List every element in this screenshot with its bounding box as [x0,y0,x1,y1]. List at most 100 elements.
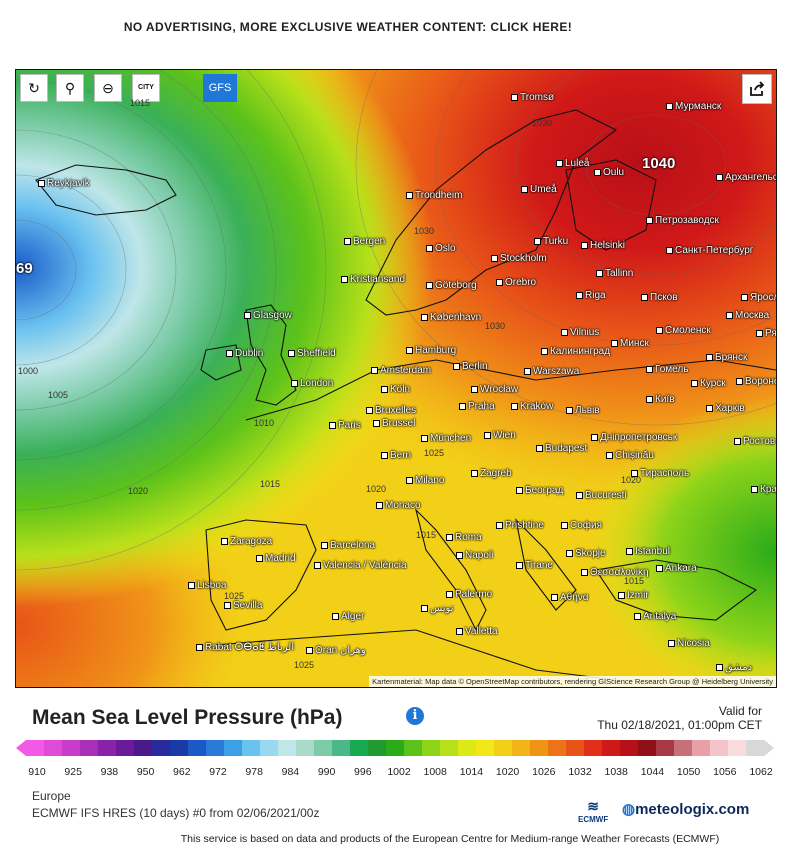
city-marker-icon [521,185,528,193]
city-name: Wien [493,430,516,441]
city-label: Харків [706,403,745,414]
city-marker-icon [634,612,641,620]
city-label: Orebro [496,277,536,288]
city-name: Αθήνα [560,592,589,603]
scale-swatch [710,740,729,756]
scale-swatch [332,740,351,756]
city-name: Zaragoza [230,536,273,547]
city-name: Oulu [603,167,625,178]
city-label: Tromsø [511,92,554,103]
city-label: Monaco [376,500,421,511]
scale-tick-label: 962 [173,766,191,778]
scale-tick-label: 1026 [532,766,556,778]
city-marker-icon [341,275,348,283]
city-name: Рязань [765,328,777,339]
city-name: Dublin [235,348,264,359]
city-name: Napoli [465,550,494,561]
zoom-out-button[interactable]: ⊖ [94,74,122,102]
zoom-out-icon: ⊖ [102,79,114,96]
city-marker-icon [421,604,428,612]
city-label: Ростов [734,436,775,447]
city-name: Гомель [655,364,689,375]
city-name: Göteborg [435,280,477,291]
city-marker-icon [366,406,373,414]
scale-tick-label: 1020 [495,766,520,778]
city-marker-icon [406,476,413,484]
info-icon[interactable]: i [406,707,424,725]
model-gfs-button[interactable]: GFS [203,74,237,102]
refresh-button[interactable]: ↻ [20,74,48,102]
city-name: Istanbul [635,546,671,557]
isobar-label: 1005 [48,390,69,400]
city-marker-icon [706,353,713,361]
city-label: Kraków [511,401,553,412]
city-name: Петрозаводск [655,215,719,226]
ecmwf-logo-mark: ≋ [587,798,599,814]
city-label: Göteborg [426,280,477,291]
scale-swatch [152,740,171,756]
city-name: Tromsø [520,92,555,103]
city-name: Helsinki [590,240,626,251]
city-label: Warszawa [524,366,579,377]
city-name: Sevilla [233,600,263,611]
scale-swatch [746,740,765,756]
city-name: Vilnius [570,327,600,338]
scale-tick-label: 972 [209,766,227,778]
city-label: Barcelona [321,540,375,551]
city-label: تونس [421,603,453,614]
city-label: Ankara [656,563,697,574]
city-marker-icon [344,237,351,245]
low-pressure-label: 69 [16,260,33,277]
scale-tick-label: 938 [100,766,119,778]
city-marker-icon [306,646,313,654]
refresh-icon: ↻ [28,79,40,96]
city-label: Alger [332,611,364,622]
city-name: Воронеж [745,376,776,387]
share-button[interactable] [742,74,772,104]
city-name: Kristiansand [350,274,406,285]
city-name: København [430,312,482,323]
isobar-label: 1020 [366,484,387,494]
isobar-label: 1015 [260,479,281,489]
city-label: Lisboa [188,580,226,591]
scale-swatch [530,740,549,756]
city-marker-icon [606,451,613,459]
city-marker-icon [491,254,498,262]
city-marker-icon [734,437,741,445]
city-toggle-button[interactable]: CITY [132,74,160,102]
city-marker-icon [453,362,460,370]
scale-swatch [458,740,477,756]
city-label: Београд [516,485,563,496]
city-label: Kristiansand [341,274,405,285]
city-name: Köln [390,384,411,395]
location-button[interactable]: ⚲ [56,74,84,102]
city-name: Trondheim [415,190,463,201]
meteologix-brand[interactable]: ◍meteologix.com [622,800,749,818]
city-marker-icon [646,365,653,373]
scale-swatch [98,740,117,756]
pressure-map[interactable]: ↻ ⚲ ⊖ CITY GFS 1040 69 1015 1030 1030 1000 1… [15,69,777,688]
city-label: Bucuresti [576,490,627,501]
city-name: Glasgow [253,310,292,321]
city-name: Budapest [545,443,588,454]
scale-swatch [566,740,585,756]
city-name: Chișinău [615,450,654,461]
scale-tick-label: 910 [28,766,46,778]
city-name: Umeå [530,184,557,195]
ecmwf-logo-text: ECMWF [578,815,609,824]
scale-swatch [242,740,261,756]
city-label: München [421,433,471,444]
city-marker-icon [426,281,433,289]
city-label: Helsinki [581,240,625,251]
city-name: Смоленск [665,325,711,336]
city-label: Wrocław [471,384,518,395]
isobar-label: 1015 [416,530,437,540]
city-marker-icon [471,469,478,477]
isobar-label: 1015 [130,98,151,108]
scale-swatch [512,740,531,756]
city-name: Amsterdam [380,365,432,376]
scale-tick-label: 1038 [604,766,628,778]
model-run-label: ECMWF IFS HRES (10 days) #0 from 02/06/2… [32,806,320,820]
scale-swatch [602,740,621,756]
promo-link[interactable]: NO ADVERTISING, MORE EXCLUSIVE WEATHER C… [123,20,573,34]
